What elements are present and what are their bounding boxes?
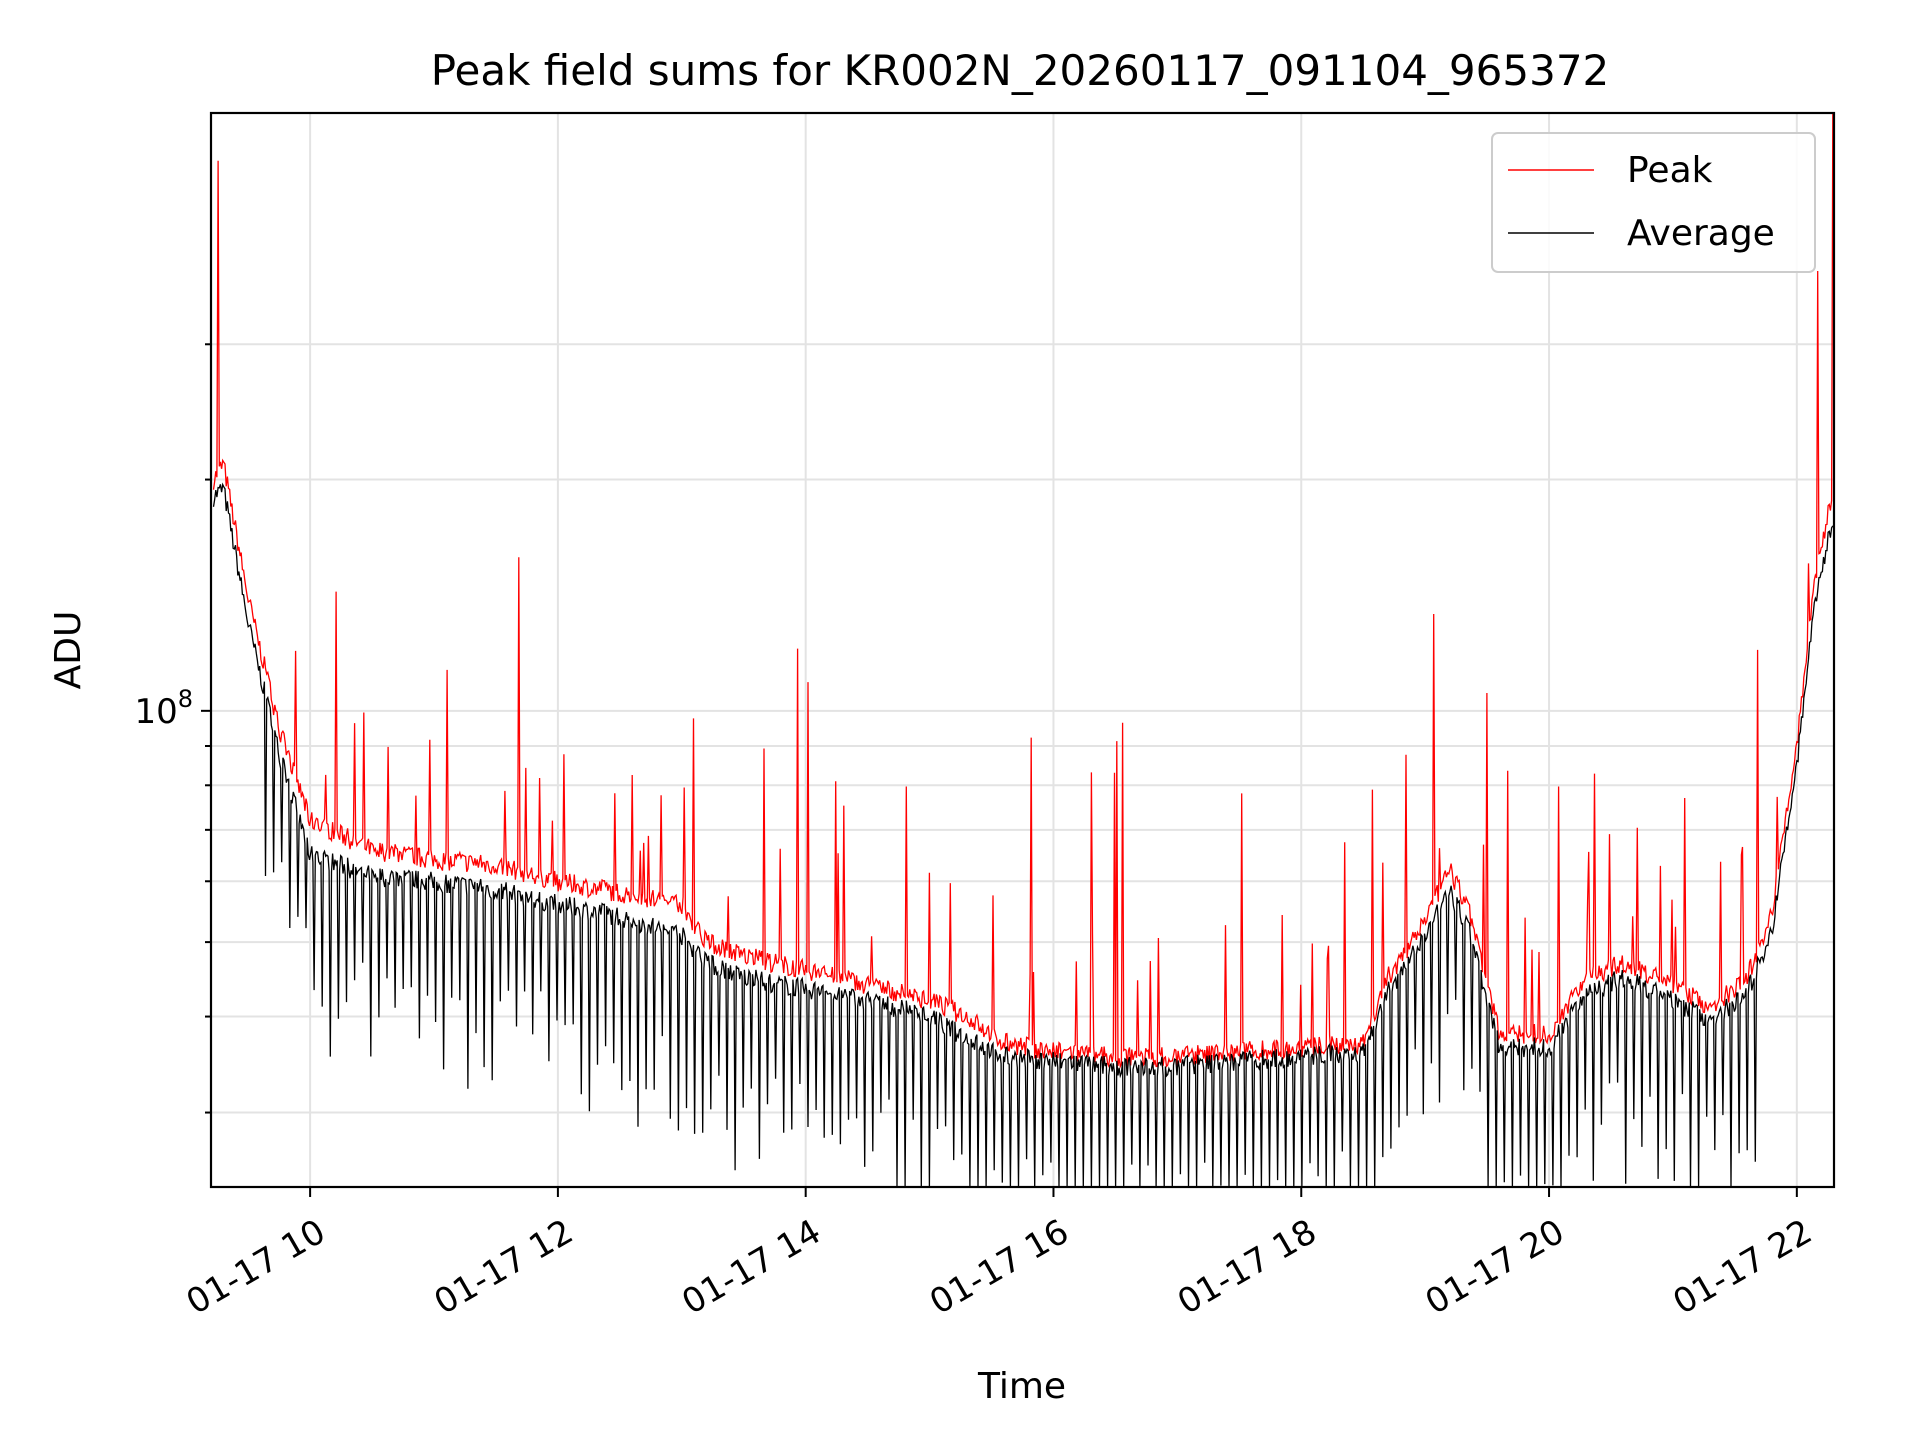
y-axis-label: ADU [48,611,89,690]
series-peak-line [212,112,1834,1069]
grid [211,113,1834,1187]
chart-title: Peak field sums for KR002N_20260117_0911… [431,46,1610,95]
series-average-line [212,482,1834,1188]
legend-average-label: Average [1627,213,1775,254]
legend-box [1491,132,1816,273]
plot-frame [209,111,1836,1189]
y-tick-label: 108 [134,685,193,732]
x-axis-label: Time [977,1366,1066,1407]
legend: Peak Average [1491,132,1816,273]
plot-series [212,112,1834,1188]
legend-peak-label: Peak [1627,150,1713,191]
